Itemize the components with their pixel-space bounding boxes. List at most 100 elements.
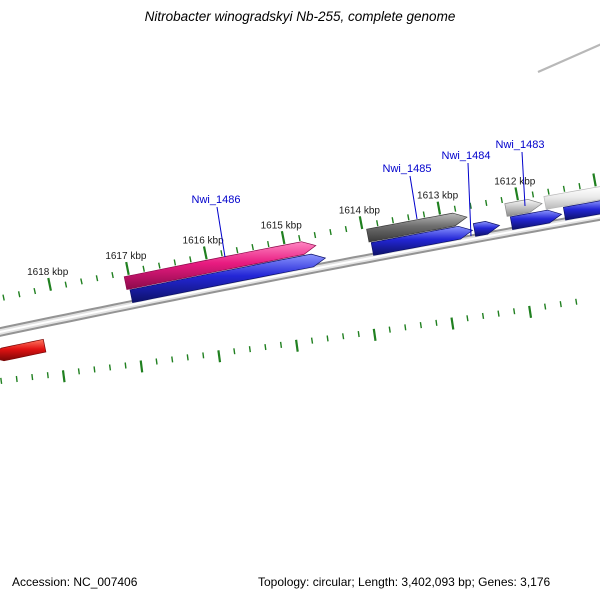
label-leader-line (521, 151, 526, 207)
upper-ruler-major-tick (592, 173, 597, 187)
upper-ruler-minor-tick (298, 234, 301, 242)
upper-ruler-minor-tick (111, 271, 114, 279)
lower-ruler-minor-tick (559, 301, 562, 308)
gene-arrow[interactable] (509, 209, 563, 231)
upper-ruler-major-tick (47, 277, 52, 291)
lower-ruler-minor-tick (202, 352, 205, 359)
lower-ruler-minor-tick (435, 319, 438, 326)
lower-ruler-minor-tick (342, 333, 345, 340)
lower-ruler-minor-tick (466, 315, 469, 322)
genome-backbone-core (0, 214, 600, 334)
gene-arrow[interactable] (370, 225, 474, 256)
upper-ruler-major-tick (202, 246, 208, 260)
lower-ruler-minor-tick (171, 356, 174, 363)
lower-ruler-minor-tick (15, 375, 18, 383)
lower-ruler-major-tick (528, 305, 533, 318)
upper-ruler-minor-tick (33, 287, 37, 295)
upper-ruler-minor-tick (562, 185, 566, 192)
lower-ruler-major-tick (61, 370, 66, 383)
position-label: 1617 kbp (105, 251, 147, 262)
upper-ruler-minor-tick (142, 265, 145, 272)
label-leader-line (409, 175, 418, 220)
lower-ruler-minor-tick (310, 337, 314, 344)
lower-ruler-minor-tick (388, 326, 391, 333)
upper-ruler-major-tick (125, 261, 130, 276)
lower-ruler-major-tick (450, 317, 455, 330)
upper-ruler-minor-tick (313, 231, 317, 239)
lower-ruler-major-tick (217, 350, 222, 363)
position-label: 1612 kbp (494, 177, 536, 188)
gene-arrow-Nwi_1486[interactable] (123, 241, 317, 290)
lower-ruler-minor-tick (77, 368, 80, 375)
lower-ruler-minor-tick (186, 354, 189, 361)
lower-ruler-major-tick (139, 360, 144, 373)
lower-ruler-minor-tick (0, 377, 3, 384)
upper-ruler-major-tick (280, 230, 286, 245)
upper-ruler-major-tick (514, 187, 519, 201)
upper-ruler-minor-tick (344, 225, 348, 233)
gene-arrow[interactable] (543, 186, 600, 210)
lower-ruler-minor-tick (513, 308, 516, 315)
upper-ruler-minor-tick (407, 214, 410, 221)
lower-ruler-minor-tick (575, 298, 578, 305)
lower-ruler-minor-tick (497, 310, 500, 317)
gene-arrow[interactable] (129, 253, 327, 304)
upper-ruler-minor-tick (422, 211, 426, 218)
position-label: 1616 kbp (183, 236, 225, 247)
gene-label-Nwi_1484[interactable]: Nwi_1484 (442, 150, 491, 162)
gene-arrow[interactable] (562, 200, 600, 221)
gene-arrow-Nwi_1485[interactable] (366, 212, 468, 243)
gene-label-Nwi_1486[interactable]: Nwi_1486 (192, 194, 241, 206)
gene-arrow[interactable] (0, 338, 47, 362)
gene-arrow-Nwi_1484[interactable] (472, 221, 501, 237)
outer-ring-arc (537, 43, 600, 74)
upper-ruler-minor-tick (158, 262, 161, 269)
lower-ruler-minor-tick (481, 312, 485, 320)
gene-label-Nwi_1483[interactable]: Nwi_1483 (496, 139, 545, 151)
upper-ruler-major-tick (436, 201, 442, 215)
genome-summary-text: Topology: circular; Length: 3,402,093 bp… (258, 575, 551, 589)
upper-ruler-minor-tick (329, 228, 332, 236)
lower-ruler-minor-tick (248, 346, 251, 353)
upper-ruler-minor-tick (578, 182, 581, 190)
gene-label-Nwi_1485[interactable]: Nwi_1485 (383, 163, 432, 175)
lower-ruler-minor-tick (544, 303, 547, 310)
lower-ruler-minor-tick (124, 362, 127, 369)
upper-ruler-minor-tick (547, 188, 550, 195)
position-label: 1613 kbp (417, 191, 459, 202)
upper-ruler-minor-tick (173, 259, 177, 266)
label-leader-line (467, 162, 472, 237)
upper-ruler-minor-tick (64, 281, 68, 288)
figure-title: Nitrobacter winogradskyi Nb-255, complet… (144, 9, 456, 24)
upper-ruler-minor-tick (80, 278, 83, 285)
upper-ruler-minor-tick (469, 202, 472, 209)
upper-ruler-minor-tick (485, 199, 488, 207)
upper-ruler-minor-tick (500, 196, 503, 204)
lower-ruler-minor-tick (357, 331, 360, 338)
label-leader-line (216, 206, 226, 258)
lower-ruler-major-tick (372, 328, 377, 341)
upper-ruler-major-tick (358, 216, 364, 230)
accession-text: Accession: NC_007406 (12, 575, 138, 589)
lower-ruler-minor-tick (326, 335, 329, 342)
upper-ruler-minor-tick (189, 256, 192, 263)
lower-ruler-minor-tick (46, 372, 49, 379)
upper-ruler-minor-tick (95, 275, 99, 282)
position-label: 1615 kbp (261, 220, 303, 231)
lower-ruler-minor-tick (93, 366, 96, 373)
lower-ruler-minor-tick (31, 374, 34, 381)
upper-ruler-minor-tick (251, 243, 254, 251)
upper-ruler-minor-tick (391, 217, 394, 224)
lower-ruler-minor-tick (108, 364, 112, 371)
lower-ruler-minor-tick (264, 344, 267, 351)
lower-ruler-minor-tick (279, 341, 283, 348)
upper-ruler-minor-tick (235, 247, 239, 254)
upper-ruler-minor-tick (220, 250, 223, 257)
upper-ruler-minor-tick (376, 220, 379, 227)
gene-arrow-Nwi_1483[interactable] (504, 199, 543, 217)
lower-ruler-minor-tick (419, 321, 422, 329)
lower-ruler-major-tick (295, 339, 299, 352)
upper-ruler-minor-tick (17, 291, 21, 298)
